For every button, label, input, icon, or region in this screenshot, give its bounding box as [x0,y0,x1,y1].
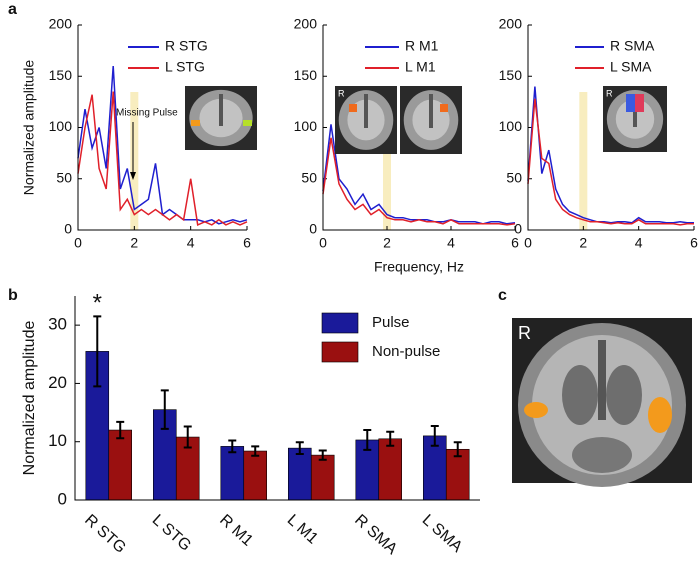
bar [310,454,335,501]
highlight-band [383,150,391,230]
x-tick-label: L M1 [284,511,321,547]
bar [287,447,312,501]
data-line [77,91,248,226]
legend-label: R STG [165,38,208,54]
legend-label: Pulse [372,314,410,331]
y-tick-label: 200 [499,16,523,32]
inset-label: R [338,88,345,98]
x-tick-label: 4 [187,235,195,251]
x-tick-label: R SMA [351,511,400,558]
error-bar [430,424,439,447]
axes [527,25,694,231]
axes [74,296,480,501]
inset-blob [440,104,448,112]
inset-label: R [606,88,613,98]
axes [322,25,515,231]
brain-image [512,318,692,487]
y-tick-label: 100 [294,118,318,134]
x-tick-label: 2 [383,235,391,251]
y-tick-label: 10 [48,431,67,450]
y-tick-label: 150 [49,67,73,83]
y-tick-label: 0 [514,221,522,237]
error-bar [183,425,192,449]
x-tick-label: 4 [447,235,455,251]
legend-label: L M1 [405,59,436,75]
y-axis-label: Normalized amplitude [21,60,37,196]
inset-image [364,94,368,128]
annotation: * [93,290,102,317]
panel-label: b [8,287,18,304]
y-tick-label: 150 [294,67,318,83]
legend-label: L SMA [610,59,652,75]
inset-image [219,94,223,126]
inset-image [429,94,433,128]
x-tick-label: 4 [635,235,643,251]
error-bar [363,429,372,451]
axes [77,25,247,231]
error-bar [295,441,304,455]
y-tick-label: 20 [48,373,67,392]
annotation-arrow [130,172,136,180]
y-tick-label: 150 [499,67,523,83]
legend-swatch [321,312,359,334]
bar [220,446,245,501]
x-tick-label: 6 [511,235,519,251]
y-tick-label: 30 [48,315,67,334]
inset-blob [191,120,200,126]
y-tick-label: 50 [56,169,72,185]
bar [243,450,268,501]
highlight-band [579,92,588,230]
error-bar [228,439,237,454]
legend-label: L STG [165,59,205,75]
x-tick-label: L SMA [419,511,466,556]
inset-blob [349,104,357,112]
inset-blob [635,94,644,112]
data-line [322,137,516,226]
legend-label: Non-pulse [372,343,440,360]
image-label: R [518,323,531,343]
x-tick-label: 6 [243,235,251,251]
panel-label: c [498,287,507,304]
inset-blob [626,94,635,112]
annotation: Missing Pulse [116,108,178,119]
error-bar [318,449,327,461]
y-axis-label: Normalized amplitude [21,321,38,476]
error-bar [93,315,102,388]
x-tick-label: 0 [524,235,532,251]
y-tick-label: 100 [499,118,523,134]
x-tick-label: 0 [74,235,82,251]
legend-label: R M1 [405,38,439,54]
x-tick-label: R STG [81,511,129,556]
error-bar [251,445,260,457]
x-tick-label: R M1 [216,511,256,549]
bar [378,438,403,501]
y-tick-label: 50 [301,169,317,185]
y-tick-label: 0 [64,221,72,237]
y-tick-label: 0 [309,221,317,237]
x-tick-label: 2 [579,235,587,251]
bar [108,429,133,501]
inset-blob [243,120,252,126]
panel-label: a [8,1,17,18]
error-bar [160,389,169,430]
highlight-band [130,92,139,230]
data-line [527,86,694,224]
y-tick-label: 0 [58,489,67,508]
y-tick-label: 50 [506,169,522,185]
x-tick-label: 6 [690,235,698,251]
y-tick-label: 200 [49,16,73,32]
error-bar [116,420,125,440]
error-bar [386,430,395,447]
legend-label: R SMA [610,38,655,54]
y-tick-label: 200 [294,16,318,32]
x-axis-label: Frequency, Hz [374,259,464,275]
error-bar [453,441,462,458]
x-tick-label: 2 [130,235,138,251]
y-tick-label: 100 [49,118,73,134]
x-tick-label: 0 [319,235,327,251]
x-tick-label: L STG [149,511,194,554]
data-line [527,98,694,226]
legend-swatch [321,341,359,363]
